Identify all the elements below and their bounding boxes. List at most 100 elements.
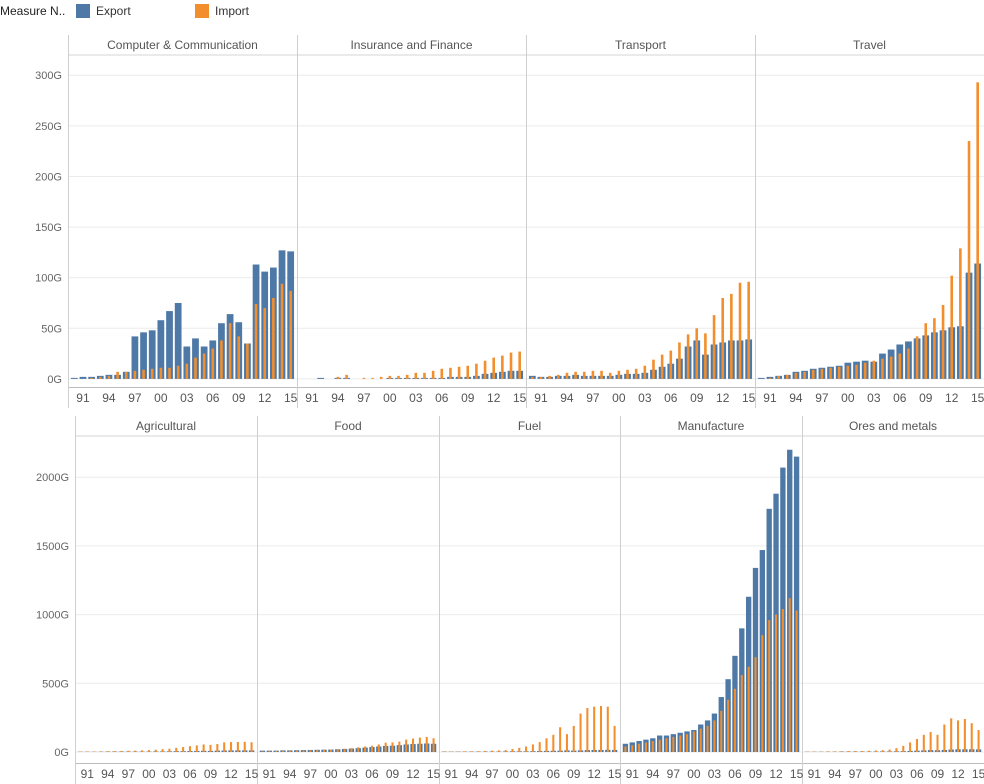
bar-import-food-2015 [432,738,435,753]
bar-import-fuel-2004 [538,742,541,753]
bar-import-transport-2015 [747,281,750,379]
x-tick-label: 12 [406,767,420,781]
bar-import-manufacture-2011 [768,620,771,753]
x-tick-label: 15 [608,767,622,781]
bar-import-fuel-1998 [497,750,500,753]
legend-title: Measure N.. [0,4,66,18]
bar-import-transport-2013 [730,293,733,379]
bar-import-ores-and-metals-2013 [963,719,966,753]
bar-import-agricultural-2009 [209,744,212,753]
bar-export-computer-communication-2002 [174,302,182,379]
x-tick-label: 97 [485,767,499,781]
bar-import-transport-1998 [600,370,603,379]
bar-import-agricultural-1995 [113,751,116,753]
bar-import-travel-2006 [898,353,902,379]
bar-import-insurance-and-finance-2006 [440,368,444,379]
facet-title-agricultural: Agricultural [136,419,196,433]
x-tick-label: 12 [945,391,959,405]
bar-import-travel-2014 [967,141,971,379]
y-tick-label: 50G [41,323,62,335]
x-tick-label: 15 [513,391,527,405]
bar-export-computer-communication-1991 [79,376,87,379]
bar-import-computer-communication-1999 [150,368,154,379]
bar-import-fuel-2008 [565,734,568,753]
x-tick-label: 97 [128,391,142,405]
x-tick-label: 09 [749,767,763,781]
bar-import-transport-2003 [643,365,647,379]
x-tick-label: 06 [728,767,742,781]
x-tick-label: 12 [224,767,238,781]
x-tick-label: 09 [386,767,400,781]
bar-import-travel-1993 [785,374,789,379]
bar-import-travel-2003 [872,360,876,379]
legend-swatch-import [195,4,209,18]
bar-import-manufacture-2009 [754,657,757,753]
bar-import-travel-1999 [837,366,841,379]
bar-import-transport-2010 [704,333,707,379]
bar-import-transport-1990 [531,376,534,379]
bar-import-insurance-and-finance-2010 [475,363,478,379]
bar-import-transport-2014 [738,282,742,379]
legend-label-import: Import [215,4,250,18]
bar-import-food-2013 [418,737,421,753]
bar-import-transport-2002 [634,368,638,379]
bar-import-manufacture-1992 [638,743,641,753]
bar-import-insurance-and-finance-2014 [509,352,513,379]
x-tick-label: 03 [638,391,652,405]
bar-import-fuel-2011 [586,708,589,753]
x-tick-label: 00 [506,767,520,781]
bar-import-computer-communication-2006 [211,348,215,379]
bar-import-manufacture-2015 [795,610,798,753]
x-tick-label: 03 [867,391,881,405]
x-tick-label: 00 [612,391,626,405]
bar-import-ores-and-metals-2000 [874,750,877,753]
y-tick-label: 200G [35,171,62,183]
x-tick-label: 91 [263,767,277,781]
legend-label-export: Export [96,4,131,18]
legend-swatch-export [76,4,90,18]
bar-import-food-2004 [357,747,360,753]
x-tick-label: 09 [461,391,475,405]
x-tick-label: 94 [331,391,345,405]
bar-import-ores-and-metals-1999 [868,750,871,753]
bar-import-transport-1999 [608,372,612,379]
bar-import-fuel-2007 [559,727,562,753]
bar-import-travel-1992 [777,375,780,379]
bar-import-insurance-and-finance-1995 [345,374,348,379]
bar-import-manufacture-1996 [665,738,668,753]
bar-import-ores-and-metals-2012 [957,720,960,753]
bar-export-computer-communication-1997 [131,336,139,379]
bar-import-food-2012 [412,738,415,753]
bar-import-transport-2006 [669,350,673,379]
bar-import-insurance-and-finance-2015 [518,351,521,379]
bar-import-computer-communication-1998 [142,369,145,379]
bar-import-manufacture-2012 [775,614,778,753]
bar-import-agricultural-2011 [223,742,226,753]
x-tick-label: 97 [667,767,681,781]
x-tick-label: 12 [258,391,272,405]
x-tick-label: 15 [971,391,984,405]
bar-import-fuel-2000 [511,748,514,753]
bar-import-ores-and-metals-1993 [826,751,829,753]
x-tick-label: 03 [526,767,540,781]
bar-import-ores-and-metals-1992 [820,751,823,753]
bar-import-ores-and-metals-1995 [840,751,843,753]
bar-import-agricultural-1994 [106,751,109,753]
bar-import-computer-communication-2012 [263,308,267,379]
bar-export-computer-communication-2003 [183,346,191,379]
bar-import-insurance-and-finance-1998 [371,377,374,379]
x-tick-label: 12 [587,767,601,781]
facet-title-travel: Travel [853,38,886,52]
x-tick-label: 06 [435,391,449,405]
bar-import-insurance-and-finance-2005 [431,370,435,379]
y-tick-label: 100G [35,273,62,285]
x-tick-label: 94 [101,767,115,781]
bar-import-manufacture-2002 [706,725,709,753]
bar-import-manufacture-2010 [761,635,764,753]
x-tick-label: 12 [769,767,783,781]
bar-export-insurance-and-finance-1992 [317,377,325,379]
x-tick-label: 09 [919,391,933,405]
bar-import-food-1995 [295,750,298,753]
bar-import-agricultural-2014 [243,741,246,753]
bar-import-transport-2004 [652,359,655,379]
